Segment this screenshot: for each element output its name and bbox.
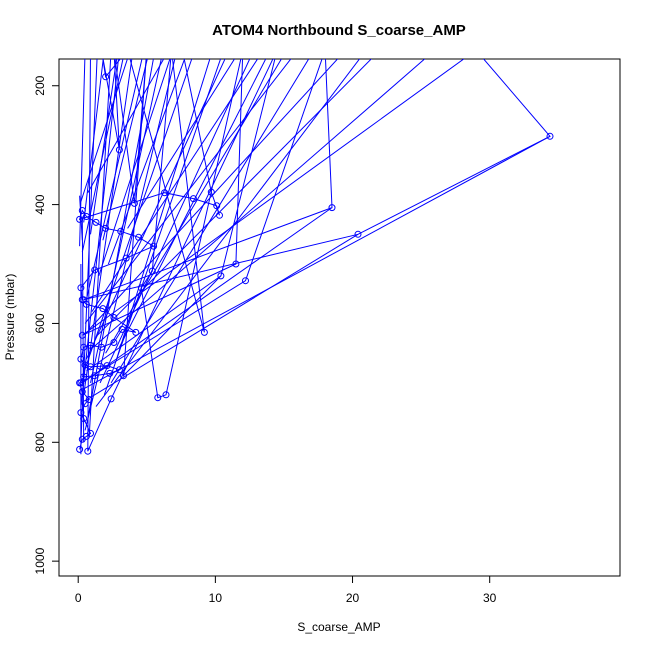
- fan-line-12: [116, 59, 211, 360]
- series-0-point-12: [106, 369, 114, 377]
- series-1-point-20: [115, 146, 123, 154]
- series-1-point-14: [148, 267, 156, 275]
- fan-line-32: [79, 195, 83, 241]
- series-0-point-8: [78, 388, 86, 396]
- series-0-point-32: [150, 242, 158, 250]
- series-1-line: [80, 59, 551, 452]
- series-0-point-21: [98, 343, 105, 351]
- series-1-point-4: [80, 296, 88, 304]
- series-0-point-41: [189, 195, 197, 203]
- series-1-point-18: [102, 73, 110, 81]
- series-0-point-30: [91, 266, 99, 274]
- fan-line-30: [80, 59, 128, 202]
- series-1-point-11: [162, 391, 170, 399]
- fan-line-5: [92, 59, 426, 348]
- fan-line-37: [84, 233, 359, 402]
- series-0-point-31: [122, 254, 130, 262]
- fan-line-0: [84, 59, 292, 324]
- series-0-point-42: [213, 202, 221, 210]
- y-tick-label-600: 600: [33, 313, 47, 333]
- y-tick-label-400: 400: [33, 194, 47, 214]
- series-0-point-36: [92, 218, 100, 226]
- series-1-point-27: [107, 395, 115, 403]
- series-0-point-29: [77, 284, 85, 292]
- fan-line-2: [91, 59, 259, 312]
- x-tick-label-20: 20: [346, 591, 360, 605]
- series-0-point-23: [118, 325, 126, 333]
- series-0-point-22: [110, 339, 118, 346]
- series-0-point-19: [80, 343, 88, 351]
- series-1-point-22: [130, 199, 138, 207]
- series-1-point-12: [154, 394, 162, 402]
- y-axis-label: Pressure (mbar): [3, 274, 17, 361]
- fan-line-9: [83, 59, 133, 395]
- fan-line-11: [80, 59, 119, 407]
- fan-line-21: [85, 59, 143, 300]
- fan-line-22: [98, 59, 171, 277]
- series-0-point-7: [85, 396, 93, 403]
- series-1-point-1: [242, 277, 249, 285]
- y-tick-label-1000: 1000: [33, 547, 47, 574]
- series-1-point-8: [78, 331, 86, 339]
- x-axis-label: S_coarse_AMP: [297, 620, 380, 634]
- series-0-point-24: [132, 328, 140, 336]
- series-1-point-0: [77, 379, 85, 387]
- y-axis: 200 400 600 800 1000: [33, 75, 59, 574]
- series-1-point-6: [546, 132, 554, 140]
- series-1-point-13: [137, 284, 145, 292]
- series-0-point-35: [102, 224, 110, 232]
- fan-line-34: [81, 216, 85, 443]
- series-1-point-25: [217, 272, 225, 280]
- series-1-point-28: [84, 447, 92, 455]
- series-1-point-9: [232, 260, 240, 268]
- series-1-point-3: [328, 204, 336, 212]
- fan-line-10: [99, 59, 251, 384]
- x-tick-label-0: 0: [75, 591, 82, 605]
- series-0-point-0: [76, 445, 84, 453]
- fan-line-1: [88, 59, 339, 330]
- series-0-point-13: [115, 366, 123, 374]
- fan-line-17: [103, 59, 222, 395]
- series-0-line: [78, 59, 220, 450]
- series-1-point-16: [200, 328, 208, 336]
- fan-line-6: [81, 59, 193, 378]
- series-0-point-15: [96, 362, 104, 370]
- series-0-point-26: [99, 305, 107, 313]
- series-0-point-4: [80, 415, 88, 422]
- plot-area-frame: [58, 58, 621, 577]
- fan-line-14: [95, 59, 361, 407]
- y-tick-label-800: 800: [33, 432, 47, 452]
- series-0-point-38: [78, 207, 86, 214]
- series-0-point-40: [161, 189, 169, 197]
- fan-line-27: [83, 59, 104, 223]
- series-1-point-5: [354, 230, 362, 238]
- series-0-point-10: [80, 373, 88, 381]
- x-tick-label-10: 10: [209, 591, 223, 605]
- series-0-point-14: [103, 362, 111, 370]
- x-axis: 0 10 20 30: [75, 576, 497, 605]
- fan-line-31: [87, 59, 165, 193]
- fan-line-15: [84, 59, 176, 431]
- fan-line-35: [82, 207, 333, 384]
- chart-title: ATOM4 Northbound S_coarse_AMP: [212, 22, 466, 39]
- series-0-point-33: [135, 233, 143, 241]
- series-0-point-18: [77, 355, 85, 363]
- series-0-point-20: [87, 341, 94, 349]
- fan-line-19: [88, 59, 112, 437]
- series-0-point-34: [117, 227, 125, 235]
- series-1-point-24: [120, 372, 127, 380]
- fan-line-25: [90, 59, 118, 235]
- fan-line-38: [86, 275, 222, 372]
- fan-line-36: [83, 135, 551, 390]
- series-0-point-43: [216, 211, 223, 219]
- x-tick-label-30: 30: [483, 591, 497, 605]
- data-layer: [76, 59, 554, 455]
- fan-line-7: [90, 59, 162, 384]
- series-0-point-39: [76, 215, 84, 223]
- series-0-point-5: [77, 409, 85, 417]
- y-tick-label-200: 200: [33, 75, 47, 95]
